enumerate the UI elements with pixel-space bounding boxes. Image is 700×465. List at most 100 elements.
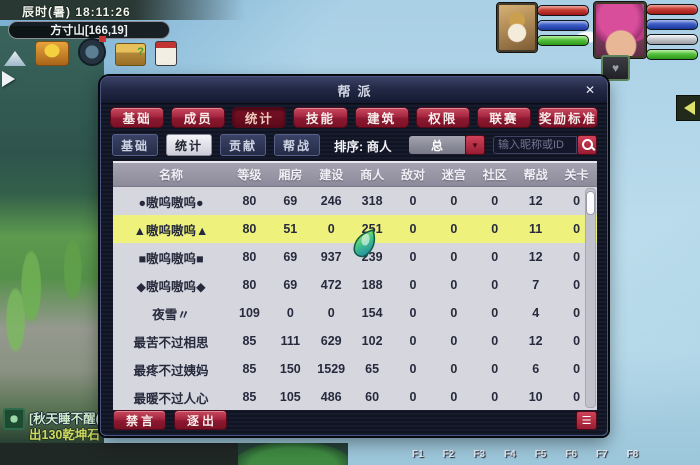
stat-cell: 0 bbox=[491, 222, 499, 236]
table-header: 名称 等级 厢房 建设 商人 敌对 迷宫 社区 帮战 关卡 bbox=[113, 163, 597, 187]
table-row[interactable]: ◆嗷呜嗷呜◆ 80 69 472 188 0 0 0 7 0 bbox=[113, 271, 597, 299]
main-tabs: 基础 成员 统计 技能 建筑 权限 联赛 奖励标准 bbox=[110, 107, 598, 128]
stat-cell: 85 bbox=[242, 362, 257, 376]
tab-statistics[interactable]: 统计 bbox=[232, 107, 287, 128]
table-row[interactable]: ●嗷呜嗷呜● 80 69 246 318 0 0 0 12 0 bbox=[113, 187, 597, 215]
subtab-statistics[interactable]: 统计 bbox=[166, 134, 212, 156]
stat-cell: 12 bbox=[528, 334, 543, 348]
stat-cell: 629 bbox=[320, 334, 342, 348]
stat-cell: 0 bbox=[491, 390, 499, 404]
player-portrait[interactable] bbox=[593, 1, 647, 59]
scrollbar-track[interactable] bbox=[585, 188, 596, 408]
stat-cell: 0 bbox=[409, 250, 417, 264]
stat-cell: 0 bbox=[409, 334, 417, 348]
table-row[interactable]: 最苦不过相思 85 111 629 102 0 0 0 12 0 bbox=[113, 327, 597, 355]
stat-cell: 150 bbox=[279, 362, 301, 376]
search-icon bbox=[582, 139, 593, 150]
scrollbar-thumb[interactable] bbox=[586, 191, 595, 215]
stat-cell: 69 bbox=[283, 278, 298, 292]
calendar-icon[interactable] bbox=[155, 41, 177, 66]
stat-cell: 7 bbox=[532, 278, 540, 292]
stat-cell: 0 bbox=[409, 306, 417, 320]
stat-cell: 0 bbox=[573, 278, 581, 292]
stat-cell: 246 bbox=[320, 194, 342, 208]
table-row[interactable]: ■嗷呜嗷呜■ 80 69 937 239 0 0 0 12 0 bbox=[113, 243, 597, 271]
tab-skills[interactable]: 技能 bbox=[293, 107, 348, 128]
subtab-guild-war[interactable]: 帮战 bbox=[274, 134, 320, 156]
stat-cell: 0 bbox=[573, 250, 581, 264]
chevron-down-icon[interactable]: ▼ bbox=[465, 135, 485, 155]
column-header: 关卡 bbox=[564, 168, 589, 182]
table-row[interactable]: 最疼不过姨妈 85 150 1529 65 0 0 0 6 0 bbox=[113, 355, 597, 383]
player-hp-bar bbox=[646, 4, 698, 15]
tab-reward-standard[interactable]: 奖励标准 bbox=[537, 107, 598, 128]
search-button[interactable] bbox=[577, 135, 597, 155]
stat-cell: 102 bbox=[361, 334, 383, 348]
player-exp-bar bbox=[646, 49, 698, 60]
tab-league[interactable]: 联赛 bbox=[476, 107, 531, 128]
expand-arrow-left[interactable] bbox=[2, 71, 15, 87]
mountain-icon[interactable] bbox=[4, 51, 26, 66]
stat-cell: 69 bbox=[283, 250, 298, 264]
stat-cell: 80 bbox=[242, 278, 257, 292]
stat-cell: 0 bbox=[491, 194, 499, 208]
stat-cell: 0 bbox=[450, 390, 458, 404]
stat-cell: 12 bbox=[528, 194, 543, 208]
filter-dropdown[interactable]: 总 bbox=[409, 136, 465, 154]
hud-icon-row bbox=[4, 36, 177, 66]
guild-panel: 帮派 ✕ 基础 成员 统计 技能 建筑 权限 联赛 奖励标准 基础 统计 贡献 帮战 排序: 商人 … bbox=[100, 76, 608, 436]
column-header: 建设 bbox=[319, 168, 344, 182]
column-header: 厢房 bbox=[278, 168, 303, 182]
menu-icon[interactable]: ☰ bbox=[576, 410, 597, 430]
tab-buildings[interactable]: 建筑 bbox=[354, 107, 409, 128]
sub-tab-row: 基础 统计 贡献 帮战 排序: 商人 总 ▼ bbox=[112, 134, 597, 156]
stat-cell: 11 bbox=[529, 222, 543, 236]
table-row[interactable]: 最暖不过人心 85 105 486 60 0 0 0 10 0 bbox=[113, 383, 597, 411]
location-bar[interactable]: 方寸山[166,19] bbox=[8, 21, 170, 39]
stat-cell: 0 bbox=[409, 222, 417, 236]
search-input[interactable] bbox=[493, 136, 577, 154]
close-icon[interactable]: ✕ bbox=[584, 83, 596, 97]
table-row[interactable]: 夜雪〃 109 0 0 154 0 0 0 4 0 bbox=[113, 299, 597, 327]
treasure-icon[interactable] bbox=[115, 43, 146, 66]
pet-portrait[interactable] bbox=[496, 2, 538, 53]
tab-members[interactable]: 成员 bbox=[171, 107, 226, 128]
fkey-label: F5 bbox=[534, 449, 547, 460]
stat-cell: 0 bbox=[327, 222, 335, 236]
stat-cell: 80 bbox=[242, 222, 257, 236]
stat-cell: 0 bbox=[573, 334, 581, 348]
subtab-contribution[interactable]: 贡献 bbox=[220, 134, 266, 156]
stat-cell: 188 bbox=[361, 278, 383, 292]
collapse-arrow-right[interactable] bbox=[676, 95, 700, 121]
fkey-label: F8 bbox=[626, 449, 639, 460]
stat-cell: 109 bbox=[239, 306, 260, 320]
compass-icon[interactable] bbox=[78, 36, 106, 66]
tab-basic[interactable]: 基础 bbox=[110, 107, 165, 128]
stat-cell: 65 bbox=[365, 362, 380, 376]
food-icon[interactable] bbox=[35, 41, 69, 66]
stat-cell: 80 bbox=[242, 194, 257, 208]
column-header: 社区 bbox=[482, 168, 507, 182]
stat-cell: 251 bbox=[361, 222, 383, 236]
table-row[interactable]: ▲嗷呜嗷呜▲ 80 51 0 251 0 0 0 11 0 bbox=[113, 215, 597, 243]
equipped-item-slot[interactable]: ♥ bbox=[601, 55, 630, 81]
player-name: ◆嗷呜嗷呜◆ bbox=[136, 279, 206, 294]
expel-button[interactable]: 逐出 bbox=[174, 410, 228, 430]
stat-cell: 0 bbox=[450, 250, 458, 264]
stat-cell: 0 bbox=[409, 362, 417, 376]
stat-cell: 10 bbox=[528, 390, 543, 404]
stat-cell: 6 bbox=[532, 362, 540, 376]
tab-permissions[interactable]: 权限 bbox=[415, 107, 470, 128]
scenery-left bbox=[0, 26, 104, 446]
stat-cell: 0 bbox=[450, 306, 458, 320]
mute-button[interactable]: 禁言 bbox=[113, 410, 167, 430]
stat-cell: 0 bbox=[491, 362, 499, 376]
chat-channel-icon[interactable] bbox=[3, 408, 25, 430]
stat-cell: 0 bbox=[327, 306, 335, 320]
subtab-basic[interactable]: 基础 bbox=[112, 134, 158, 156]
sort-label: 排序: 商人 bbox=[334, 139, 392, 154]
stat-cell: 318 bbox=[361, 194, 383, 208]
stat-cell: 0 bbox=[409, 194, 417, 208]
stat-cell: 0 bbox=[286, 306, 294, 320]
